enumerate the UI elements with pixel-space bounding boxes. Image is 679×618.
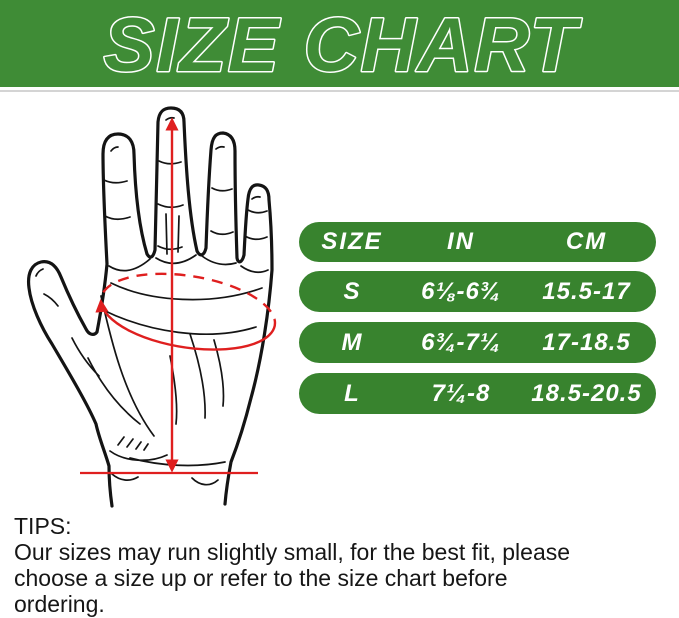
size-table: SIZE IN CM S 6⅛-6¾ 15.5-17 M 6¾-7¼ 17-18…	[299, 222, 656, 424]
palm-circumference-ellipse	[95, 272, 277, 351]
hand-outline	[26, 106, 274, 508]
size-table-header-row: SIZE IN CM	[299, 222, 656, 262]
banner-divider	[0, 90, 679, 92]
col-header-size: SIZE	[321, 228, 383, 255]
tips-label: TIPS:	[14, 513, 72, 539]
cell-size: L	[344, 379, 360, 407]
cell-size: S	[343, 277, 361, 305]
tips-line-1: Our sizes may run slightly small, for th…	[14, 539, 571, 565]
cell-inches: 6¾-7¼	[421, 328, 501, 356]
page-title-art: SIZE CHART	[102, 2, 582, 88]
col-header-in: IN	[447, 228, 475, 255]
size-table-row-s: S 6⅛-6¾ 15.5-17	[299, 271, 656, 312]
tips-line-3: ordering.	[14, 591, 105, 617]
tips-section: TIPS: Our sizes may run slightly small, …	[14, 513, 669, 617]
hand-measurement-illustration	[26, 106, 277, 508]
col-header-cm: CM	[565, 228, 608, 255]
cell-size: M	[341, 328, 363, 356]
page-title: SIZE CHART	[104, 3, 582, 87]
ellipse-solid-arc	[95, 298, 277, 351]
size-table-row-m: M 6¾-7¼ 17-18.5	[299, 322, 656, 363]
cell-centimeters: 15.5-17	[542, 277, 631, 305]
ellipse-dashed-arc	[102, 272, 276, 320]
size-table-row-l: L 7¼-8 18.5-20.5	[299, 373, 656, 414]
cell-inches: 6⅛-6¾	[421, 277, 501, 305]
cell-centimeters: 18.5-20.5	[531, 379, 642, 407]
tips-line-2: choose a size up or refer to the size ch…	[14, 565, 508, 591]
header-banner: SIZE CHART	[0, 0, 679, 87]
cell-inches: 7¼-8	[431, 379, 491, 407]
cell-centimeters: 17-18.5	[542, 328, 631, 356]
